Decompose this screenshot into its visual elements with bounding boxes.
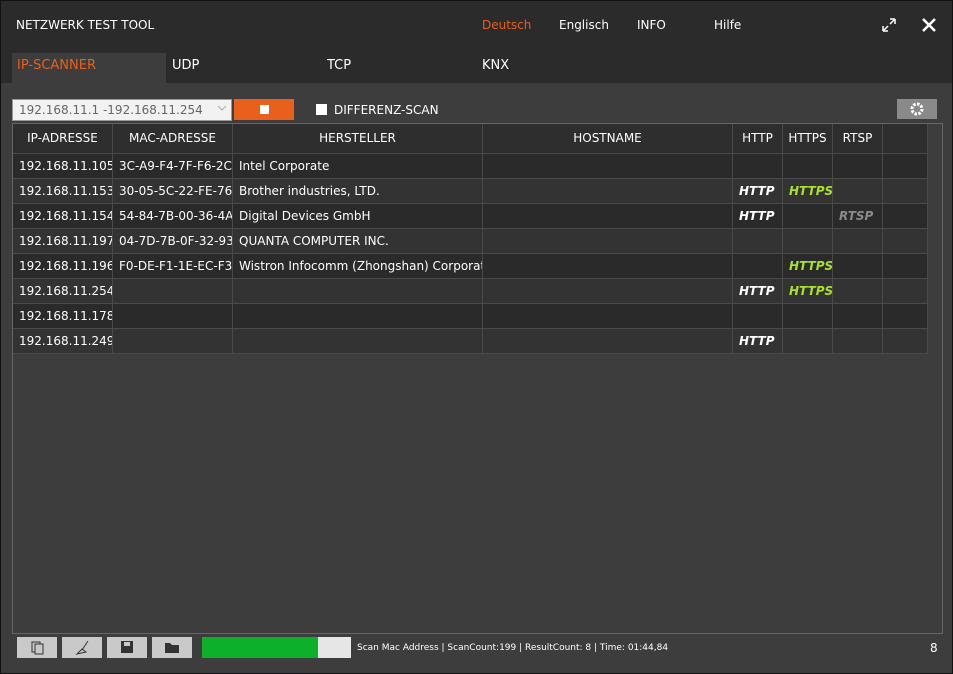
column-header: RTSP [833,124,883,154]
table-cell: RTSP [833,204,883,229]
menu-item[interactable]: Hilfe [714,18,741,32]
empty-cell [783,154,833,179]
table-cell: 192.168.11.249 [13,329,113,354]
empty-cell [233,279,483,304]
empty-cell [883,304,928,329]
empty-cell [483,179,733,204]
table-cell: Brother industries, LTD. [233,179,483,204]
table-cell: 30-05-5C-22-FE-76 [113,179,233,204]
empty-cell [833,179,883,204]
column-header: HOSTNAME [483,124,733,154]
result-count: 8 [930,641,938,655]
table-cell: Wistron Infocomm (Zhongshan) Corporation [233,254,483,279]
column-header: HTTP [733,124,783,154]
empty-cell [733,154,783,179]
empty-cell [883,179,928,204]
table-cell: 192.168.11.178 [13,304,113,329]
table-cell: 3C-A9-F4-7F-F6-2C [113,154,233,179]
column-header: HTTPS [783,124,833,154]
empty-cell [233,304,483,329]
checkbox-label: DIFFERENZ-SCAN [334,103,439,117]
tab[interactable]: UDP [167,53,199,83]
empty-cell [833,154,883,179]
empty-cell [113,279,233,304]
table-cell: HTTPS [783,254,833,279]
empty-cell [783,329,833,354]
copy-button[interactable] [17,637,57,658]
empty-cell [483,204,733,229]
table-cell: HTTP [733,204,783,229]
empty-cell [783,304,833,329]
table-cell: F0-DE-F1-1E-EC-F3 [113,254,233,279]
table-cell: 192.168.11.196 [13,254,113,279]
menu-item[interactable]: Deutsch [482,18,531,32]
menu-item[interactable]: INFO [637,18,666,32]
empty-cell [483,154,733,179]
empty-cell [733,304,783,329]
table-cell: 192.168.11.153 [13,179,113,204]
table-cell: Digital Devices GmbH [233,204,483,229]
empty-cell [483,279,733,304]
tab[interactable]: KNX [477,53,509,83]
empty-cell [883,204,928,229]
empty-cell [483,254,733,279]
table-cell: QUANTA COMPUTER INC. [233,229,483,254]
empty-cell [783,229,833,254]
tab-active[interactable]: IP-SCANNER [12,53,166,83]
empty-cell [883,329,928,354]
dropdown-arrow [217,105,227,113]
table-cell: HTTP [733,329,783,354]
menu-item[interactable]: Englisch [559,18,609,32]
empty-cell [883,154,928,179]
table-cell: 192.168.11.154 [13,204,113,229]
table-cell: 192.168.11.254 [13,279,113,304]
empty-cell [883,254,928,279]
empty-cell [483,304,733,329]
empty-cell [483,229,733,254]
empty-cell [833,279,883,304]
empty-cell [833,329,883,354]
table-cell: HTTP [733,279,783,304]
table-cell: 192.168.11.105 [13,154,113,179]
empty-cell [233,329,483,354]
status-text: Scan Mac Address | ScanCount:199 | Resul… [357,643,668,653]
empty-cell [833,304,883,329]
table-cell: HTTPS [783,179,833,204]
table-cell: 54-84-7B-00-36-4A [113,204,233,229]
maximize-button[interactable] [880,16,898,34]
empty-cell [483,329,733,354]
table-cell: HTTP [733,179,783,204]
open-button[interactable] [152,637,192,658]
empty-cell [733,229,783,254]
progress-track [202,637,351,658]
empty-cell [883,229,928,254]
close-button[interactable] [921,17,937,33]
app-title: NETZWERK TEST TOOL [16,18,154,32]
table-cell: 192.168.11.197 [13,229,113,254]
empty-cell [733,254,783,279]
results-table: IP-ADRESSEMAC-ADRESSEHERSTELLERHOSTNAMEH… [12,123,943,634]
tab[interactable]: TCP [322,53,351,83]
column-header [883,124,928,154]
empty-cell [883,279,928,304]
column-header: HERSTELLER [233,124,483,154]
clear-button[interactable] [62,637,102,658]
stop-button[interactable] [234,99,294,120]
settings-button[interactable] [897,99,937,119]
empty-cell [833,254,883,279]
empty-cell [113,329,233,354]
save-button[interactable] [107,637,147,658]
column-header: MAC-ADRESSE [113,124,233,154]
progress-bar [202,637,318,658]
table-cell: 04-7D-7B-0F-32-93 [113,229,233,254]
table-cell: HTTPS [783,279,833,304]
table-cell: Intel Corporate [233,154,483,179]
empty-cell [783,204,833,229]
empty-cell [833,229,883,254]
empty-cell [113,304,233,329]
checkbox[interactable] [316,104,327,115]
range-select[interactable]: 192.168.11.1 -192.168.11.254 [12,99,232,121]
column-header: IP-ADRESSE [13,124,113,154]
